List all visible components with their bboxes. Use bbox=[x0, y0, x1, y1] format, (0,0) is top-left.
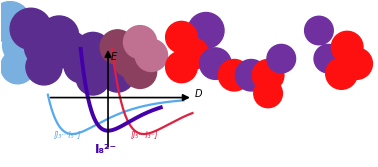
Ellipse shape bbox=[341, 48, 372, 79]
Ellipse shape bbox=[113, 43, 148, 77]
Ellipse shape bbox=[135, 39, 167, 71]
Ellipse shape bbox=[332, 31, 363, 63]
Ellipse shape bbox=[76, 62, 110, 95]
Ellipse shape bbox=[88, 46, 124, 81]
Text: E: E bbox=[111, 52, 117, 62]
Ellipse shape bbox=[25, 28, 64, 67]
Ellipse shape bbox=[177, 38, 209, 69]
Ellipse shape bbox=[100, 30, 135, 64]
Ellipse shape bbox=[252, 59, 284, 91]
Text: I₈²⁻: I₈²⁻ bbox=[95, 143, 117, 156]
Ellipse shape bbox=[166, 51, 197, 83]
Ellipse shape bbox=[218, 59, 250, 91]
Ellipse shape bbox=[166, 21, 197, 53]
Ellipse shape bbox=[254, 79, 282, 108]
Ellipse shape bbox=[200, 48, 231, 79]
Ellipse shape bbox=[1, 50, 35, 84]
Ellipse shape bbox=[10, 8, 51, 49]
Ellipse shape bbox=[101, 58, 135, 92]
Ellipse shape bbox=[26, 49, 62, 85]
Ellipse shape bbox=[75, 32, 111, 68]
Ellipse shape bbox=[314, 44, 343, 73]
Ellipse shape bbox=[305, 16, 333, 45]
Ellipse shape bbox=[188, 13, 224, 48]
Ellipse shape bbox=[3, 27, 40, 64]
Ellipse shape bbox=[267, 44, 296, 73]
Ellipse shape bbox=[124, 55, 156, 88]
Ellipse shape bbox=[64, 48, 99, 83]
Ellipse shape bbox=[326, 58, 357, 89]
Ellipse shape bbox=[51, 32, 89, 69]
Ellipse shape bbox=[235, 59, 267, 91]
Text: D: D bbox=[195, 89, 202, 99]
Ellipse shape bbox=[124, 26, 156, 59]
Ellipse shape bbox=[0, 2, 31, 43]
Ellipse shape bbox=[39, 16, 79, 55]
Text: [I₃···I₅⁻]: [I₃···I₅⁻] bbox=[53, 130, 81, 139]
Text: [I₅···I₃⁻]: [I₅···I₃⁻] bbox=[131, 130, 158, 139]
